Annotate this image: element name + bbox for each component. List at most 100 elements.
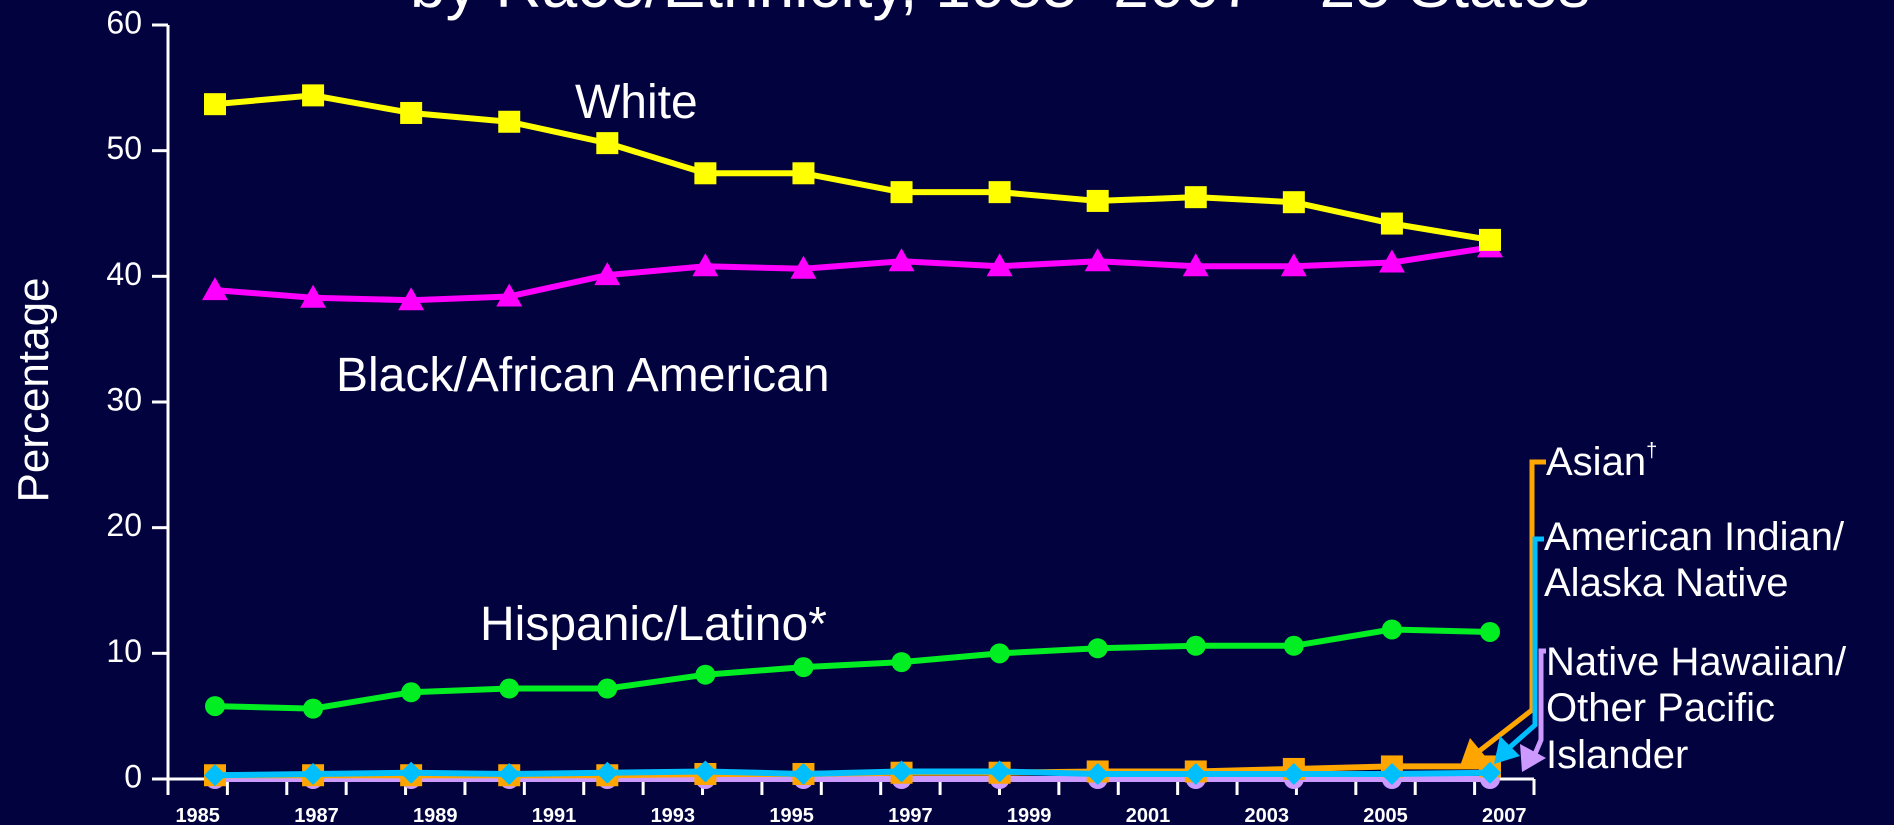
series-line-hispanic-latino [214, 626, 1491, 712]
data-point-hispanic-latino [303, 698, 324, 719]
data-point-american-indian-alaska-native [400, 761, 423, 784]
y-ticks: 0 10 20 30 40 50 60 [106, 4, 168, 794]
data-point-hispanic-latino [597, 678, 618, 699]
data-point-hispanic-latino [1381, 619, 1402, 640]
data-point-american-indian-alaska-native [988, 760, 1011, 783]
x-ticks: 1985 1987 1989 1991 1993 1995 1997 1999 2001 2003… [166, 779, 1536, 825]
label-native-hawaiian-line1: Native Hawaiian/ [1546, 640, 1847, 684]
label-american-indian-line1: American Indian/ [1544, 515, 1845, 559]
label-black-african-american: Black/African American [336, 349, 830, 402]
data-point-hispanic-latino [1087, 638, 1108, 659]
data-point-white [890, 181, 913, 204]
data-point-american-indian-alaska-native [1086, 762, 1109, 785]
label-asian-dagger: † [1646, 440, 1657, 462]
data-point-black-african-american [1378, 249, 1405, 273]
label-white: White [575, 76, 698, 129]
data-point-american-indian-alaska-native [1380, 762, 1403, 785]
series-line-american-indian-alaska-native [214, 768, 1491, 779]
y-tick-label: 10 [106, 633, 142, 669]
series-hispanic-latino [205, 619, 1500, 719]
x-tick-label: 1985 [175, 805, 220, 825]
y-tick-label: 0 [124, 758, 142, 794]
series-labels: White Black/African American Hispanic/La… [336, 76, 1847, 777]
x-tick-label: 1993 [651, 805, 696, 825]
label-asian: Asian† [1546, 440, 1657, 484]
data-point-american-indian-alaska-native [204, 764, 226, 787]
series-black-african-american [202, 234, 1503, 311]
data-point-hispanic-latino [793, 657, 814, 678]
series-layer [202, 84, 1503, 789]
data-point-black-african-american [986, 253, 1013, 277]
data-point-american-indian-alaska-native [694, 760, 717, 783]
y-tick-label: 50 [106, 130, 142, 166]
x-tick-label: 1999 [1007, 805, 1052, 825]
american-indian-callout-arrowhead [1494, 736, 1520, 764]
y-tick-label: 30 [106, 381, 142, 417]
x-tick-label: 2007 [1482, 805, 1527, 825]
series-line-black-african-american [214, 244, 1491, 304]
data-point-white [988, 181, 1011, 204]
series-white [204, 84, 1501, 251]
data-point-white [1479, 228, 1501, 251]
data-point-white [400, 101, 423, 124]
label-american-indian-line2: Alaska Native [1544, 561, 1789, 605]
data-point-hispanic-latino [205, 696, 225, 717]
label-native-hawaiian-line2: Other Pacific [1546, 686, 1775, 730]
data-point-hispanic-latino [989, 643, 1010, 664]
data-point-american-indian-alaska-native [498, 762, 521, 785]
data-point-black-african-american [496, 283, 523, 307]
x-tick-label: 1989 [413, 805, 458, 825]
y-axis-label: Percentage [9, 277, 58, 502]
series-line-white [214, 92, 1491, 243]
data-point-hispanic-latino [891, 652, 912, 673]
data-point-hispanic-latino [401, 682, 422, 703]
x-tick-label: 1987 [294, 805, 339, 825]
data-point-black-african-american [790, 255, 817, 279]
x-tick-label: 2003 [1244, 805, 1289, 825]
label-native-hawaiian-line3: Islander [1546, 733, 1688, 777]
series-american-indian-alaska-native [204, 760, 1501, 787]
data-point-white [204, 93, 226, 116]
x-tick-label: 2001 [1126, 805, 1171, 825]
data-point-black-african-american [1084, 248, 1111, 272]
data-point-black-african-american [202, 277, 228, 301]
data-point-american-indian-alaska-native [890, 760, 913, 783]
data-point-american-indian-alaska-native [792, 762, 815, 785]
asian-callout-arrowhead [1460, 738, 1490, 766]
label-hispanic-latino: Hispanic/Latino* [480, 598, 827, 651]
native-hawaiian-callout-line [1532, 648, 1546, 755]
y-tick-label: 20 [106, 507, 142, 543]
american-indian-callout-line [1508, 536, 1544, 749]
x-tick-label: 1995 [769, 805, 814, 825]
label-asian-text: Asian [1546, 440, 1646, 484]
data-point-white [694, 162, 717, 185]
data-point-white [792, 162, 815, 185]
data-point-american-indian-alaska-native [302, 762, 325, 785]
x-tick-label: 2005 [1363, 805, 1408, 825]
data-point-hispanic-latino [1185, 635, 1206, 656]
data-point-white [1282, 191, 1305, 214]
data-point-black-african-american [1182, 253, 1209, 277]
data-point-black-african-american [692, 253, 719, 277]
y-tick-label: 60 [106, 4, 142, 40]
x-tick-label: 1997 [888, 805, 933, 825]
data-point-hispanic-latino [695, 664, 716, 685]
chart-title: by Race/Ethnicity, 1985–2007—25 States [410, 0, 1590, 21]
data-point-black-african-american [398, 287, 425, 311]
data-point-white [1086, 189, 1109, 212]
data-point-american-indian-alaska-native [1282, 762, 1305, 785]
data-point-white [1380, 212, 1403, 235]
data-point-hispanic-latino [1283, 635, 1304, 656]
y-tick-label: 40 [106, 256, 142, 292]
data-point-american-indian-alaska-native [1184, 762, 1207, 785]
data-point-white [596, 132, 619, 155]
data-point-black-african-american [594, 262, 621, 286]
data-point-black-african-american [1280, 253, 1307, 277]
x-tick-label: 1991 [532, 805, 577, 825]
data-point-hispanic-latino [499, 678, 520, 699]
data-point-white [1184, 186, 1207, 209]
data-point-american-indian-alaska-native [1479, 761, 1501, 784]
data-point-white [302, 84, 325, 107]
data-point-black-african-american [888, 248, 915, 272]
